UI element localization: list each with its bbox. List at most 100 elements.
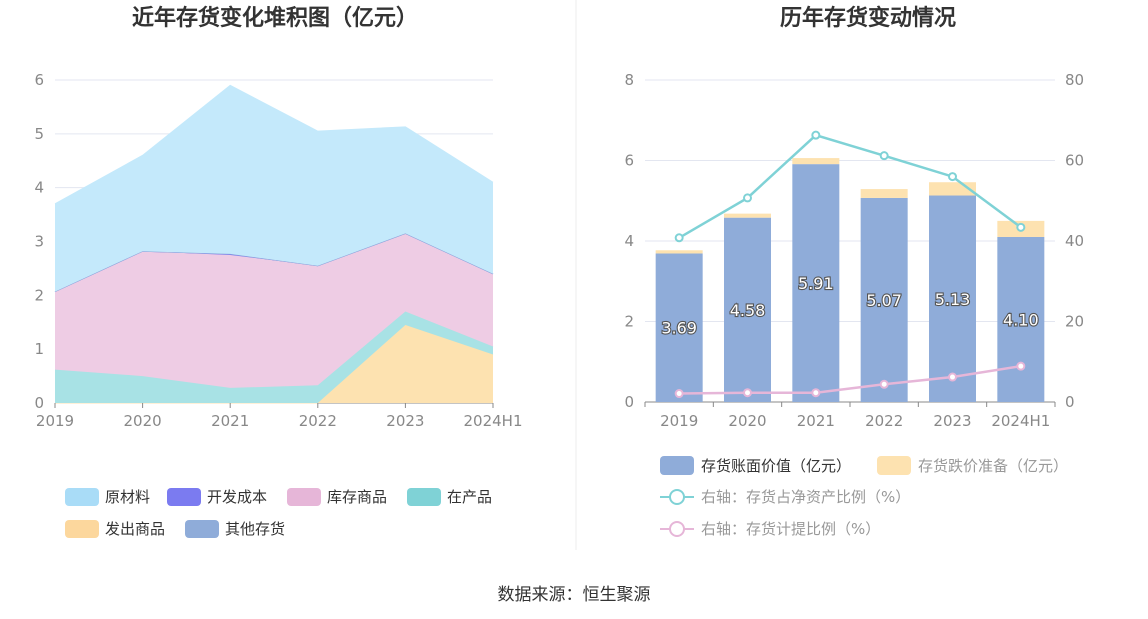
data-source: 数据来源：恒生聚源 — [498, 585, 651, 605]
right-chart-bars — [655, 158, 1045, 402]
right-left-y-tick-label: 4 — [624, 232, 634, 250]
left-legend-swatch — [167, 488, 201, 506]
left-y-tick-label: 6 — [34, 71, 44, 89]
line-point — [743, 388, 752, 398]
line-series-右轴：存货占净资产比例（%） — [678, 133, 1022, 239]
right-chart-left-y-ticks: 0 2 4 6 8 — [624, 71, 634, 411]
right-legend-line-marker — [669, 489, 685, 505]
line-point — [743, 193, 752, 203]
left-legend-swatch — [185, 520, 219, 538]
bar-book-value — [792, 164, 840, 402]
right-chart-data-labels: 3.69 4.58 5.91 5.07 5.13 4.10 — [660, 273, 1039, 339]
bar-data-label: 5.91 — [798, 274, 834, 293]
right-legend-line-label: 右轴：存货占净资产比例（%） — [701, 488, 910, 506]
right-legend-label-impairment: 存货跌价准备（亿元） — [918, 457, 1068, 475]
bar-data-label: 5.13 — [935, 290, 971, 309]
right-chart-right-y-ticks: 0 20 40 60 80 — [1065, 71, 1084, 411]
left-chart-y-ticks: 0 1 2 3 4 5 6 — [34, 71, 44, 412]
left-y-tick-label: 2 — [34, 286, 44, 304]
left-legend-label: 原材料 — [105, 488, 150, 506]
area-edge-原材料 — [54, 84, 494, 205]
area-series-库存商品 — [55, 233, 493, 388]
right-left-y-tick-label: 2 — [624, 313, 634, 331]
area-series-原材料 — [55, 85, 493, 292]
bar-book-value — [724, 217, 771, 402]
left-x-tick-label: 2022 — [299, 412, 337, 430]
right-left-y-tick-label: 0 — [624, 393, 634, 411]
left-legend-label: 在产品 — [447, 488, 492, 506]
right-legend-line-label: 右轴：存货计提比例（%） — [701, 520, 880, 538]
left-chart-areas — [54, 84, 494, 404]
bar-impairment-reserve — [792, 158, 840, 165]
left-legend-swatch — [407, 488, 441, 506]
right-chart-lines — [674, 130, 1026, 399]
right-legend-line-marker — [669, 521, 685, 537]
bar-impairment-reserve — [724, 213, 771, 218]
right-x-tick-label: 2023 — [933, 412, 971, 430]
left-legend-swatch — [287, 488, 321, 506]
line-point — [948, 172, 957, 182]
left-legend-label: 库存商品 — [327, 488, 387, 506]
left-legend-swatch — [65, 520, 99, 538]
line-point — [811, 130, 821, 140]
line-point — [1016, 222, 1026, 232]
left-x-tick-label: 2020 — [124, 412, 162, 430]
right-right-y-tick-label: 0 — [1065, 393, 1075, 411]
bar-book-value — [929, 195, 976, 402]
inventory-bar-line-chart: 历年存货变动情况 3.694.585.915.07 5.134.10 02468 … — [624, 5, 1084, 538]
line-point — [879, 379, 889, 389]
line-point — [674, 389, 684, 399]
line-series-右轴：存货计提比例（%） — [679, 364, 1022, 395]
right-x-tick-label: 2021 — [797, 412, 835, 430]
left-y-tick-label: 0 — [34, 394, 44, 412]
left-chart-x-ticks: 2019 2020 2021 2022 2023 2024H1 — [36, 403, 523, 430]
right-right-y-tick-label: 40 — [1065, 232, 1084, 250]
right-legend-label-book-value: 存货账面价值（亿元） — [701, 457, 851, 475]
right-legend-swatch-book-value — [660, 456, 694, 475]
left-y-tick-label: 4 — [34, 179, 44, 197]
line-point — [674, 233, 684, 243]
right-x-tick-label: 2020 — [728, 412, 766, 430]
left-x-tick-label: 2019 — [36, 412, 74, 430]
right-chart-legend[interactable]: 存货账面价值（亿元） 存货跌价准备（亿元） 右轴：存货占净资产比例（%） 右轴：存货计… — [660, 456, 1068, 538]
right-left-y-tick-label: 6 — [624, 152, 634, 170]
left-y-tick-label: 3 — [34, 233, 44, 251]
right-right-y-tick-label: 80 — [1065, 71, 1084, 89]
right-right-y-tick-label: 60 — [1065, 152, 1084, 170]
bar-book-value — [860, 197, 908, 402]
left-legend-label: 其他存货 — [225, 520, 285, 538]
line-point — [1016, 361, 1026, 371]
stacked-area-chart-title: 近年存货变化堆积图（亿元） — [132, 5, 418, 31]
bar-data-label: 4.10 — [1003, 310, 1039, 329]
left-legend-label: 发出商品 — [105, 520, 165, 538]
bar-book-value — [997, 236, 1045, 402]
left-x-tick-label: 2021 — [211, 412, 249, 430]
right-right-y-tick-label: 20 — [1065, 313, 1084, 331]
right-chart-grid — [645, 79, 1055, 403]
line-point — [811, 388, 821, 398]
left-y-tick-label: 1 — [34, 340, 44, 358]
right-left-y-tick-label: 8 — [624, 71, 634, 89]
line-point — [948, 372, 957, 382]
area-series-在产品 — [55, 311, 493, 403]
left-y-tick-label: 5 — [34, 125, 44, 143]
stacked-area-chart: 近年存货变化堆积图（亿元） 0 1 2 3 4 5 6 2019 2020 2021 2022 20… — [34, 5, 523, 538]
bar-impairment-reserve — [860, 189, 908, 198]
right-chart-x-ticks: 2019 2020 2021 2022 2023 2024H1 — [644, 402, 1056, 430]
inventory-bar-line-chart-title: 历年存货变动情况 — [780, 5, 956, 31]
right-x-tick-label: 2019 — [660, 412, 698, 430]
line-point — [879, 151, 889, 161]
bar-data-label: 5.07 — [866, 291, 902, 310]
right-x-tick-label: 2022 — [865, 412, 903, 430]
bar-impairment-reserve — [655, 250, 703, 254]
bar-data-label: 3.69 — [661, 319, 697, 338]
left-x-tick-label: 2023 — [386, 412, 424, 430]
right-x-tick-label: 2024H1 — [991, 412, 1050, 430]
right-legend-swatch-impairment — [877, 456, 911, 475]
bar-book-value — [655, 253, 703, 402]
left-legend-swatch — [65, 488, 99, 506]
bar-data-label: 4.58 — [730, 301, 766, 320]
left-legend-label: 开发成本 — [207, 488, 267, 506]
